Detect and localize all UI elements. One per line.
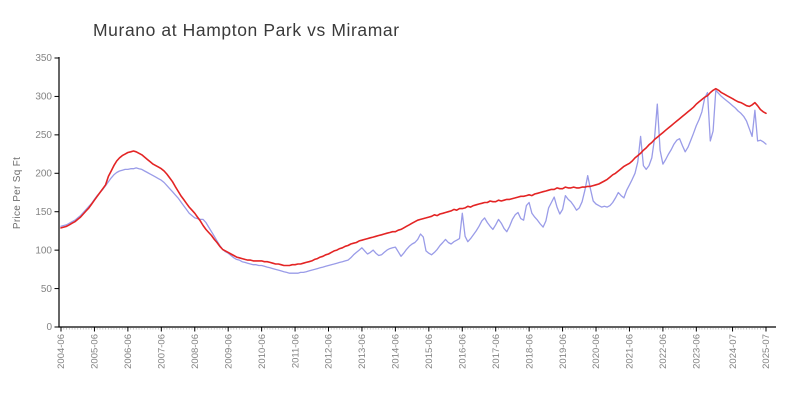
x-tick-label: 2006-06: [123, 334, 134, 369]
y-tick-label: 150: [35, 207, 52, 218]
y-tick-label: 250: [35, 130, 52, 141]
x-tick-label: 2023-06: [692, 334, 703, 369]
axes: 0 50 100 150 200 250 300 350 2004-06 2005-06 2006-…: [35, 53, 776, 369]
x-tick-label: 2022-06: [658, 334, 669, 369]
y-tick-label: 50: [41, 284, 53, 295]
x-tick-label: 2005-06: [90, 334, 101, 369]
y-tick-label: 200: [35, 168, 52, 179]
x-tick-label: 2020-06: [591, 334, 602, 369]
series-line-miramar: [60, 87, 767, 267]
y-tick-label: 100: [35, 245, 52, 256]
x-tick-label: 2024-07: [728, 334, 739, 369]
y-tick-label: 300: [35, 92, 52, 103]
x-tick-label: 2007-06: [157, 334, 168, 369]
x-tick-label: 2017-06: [491, 334, 502, 369]
x-tick-label: 2009-06: [223, 334, 234, 369]
x-tick-label: 2015-06: [424, 334, 435, 369]
x-tick-label: 2021-06: [625, 334, 636, 369]
x-tick-label: 2014-06: [391, 334, 402, 369]
chart-title: Murano at Hampton Park vs Miramar: [93, 20, 400, 40]
x-tick-label: 2010-06: [257, 334, 268, 369]
y-axis-title: Price Per Sq Ft: [12, 157, 23, 229]
x-tick-label: 2011-06: [290, 334, 301, 368]
series-lines: [60, 87, 767, 274]
x-tick-label: 2008-06: [190, 334, 201, 369]
x-tick-label: 2025-07: [761, 334, 772, 369]
x-tick-label: 2004-06: [56, 334, 67, 369]
y-tick-label: 0: [46, 322, 52, 333]
x-tick-label: 2018-06: [524, 334, 535, 369]
series-line-murano-at-hampton-park: [60, 89, 767, 274]
y-tick-label: 350: [35, 53, 52, 64]
x-tick-label: 2013-06: [357, 334, 368, 369]
x-tick-label: 2019-06: [558, 334, 569, 369]
x-tick-label: 2016-06: [457, 334, 468, 369]
x-tick-label: 2012-06: [324, 334, 335, 369]
